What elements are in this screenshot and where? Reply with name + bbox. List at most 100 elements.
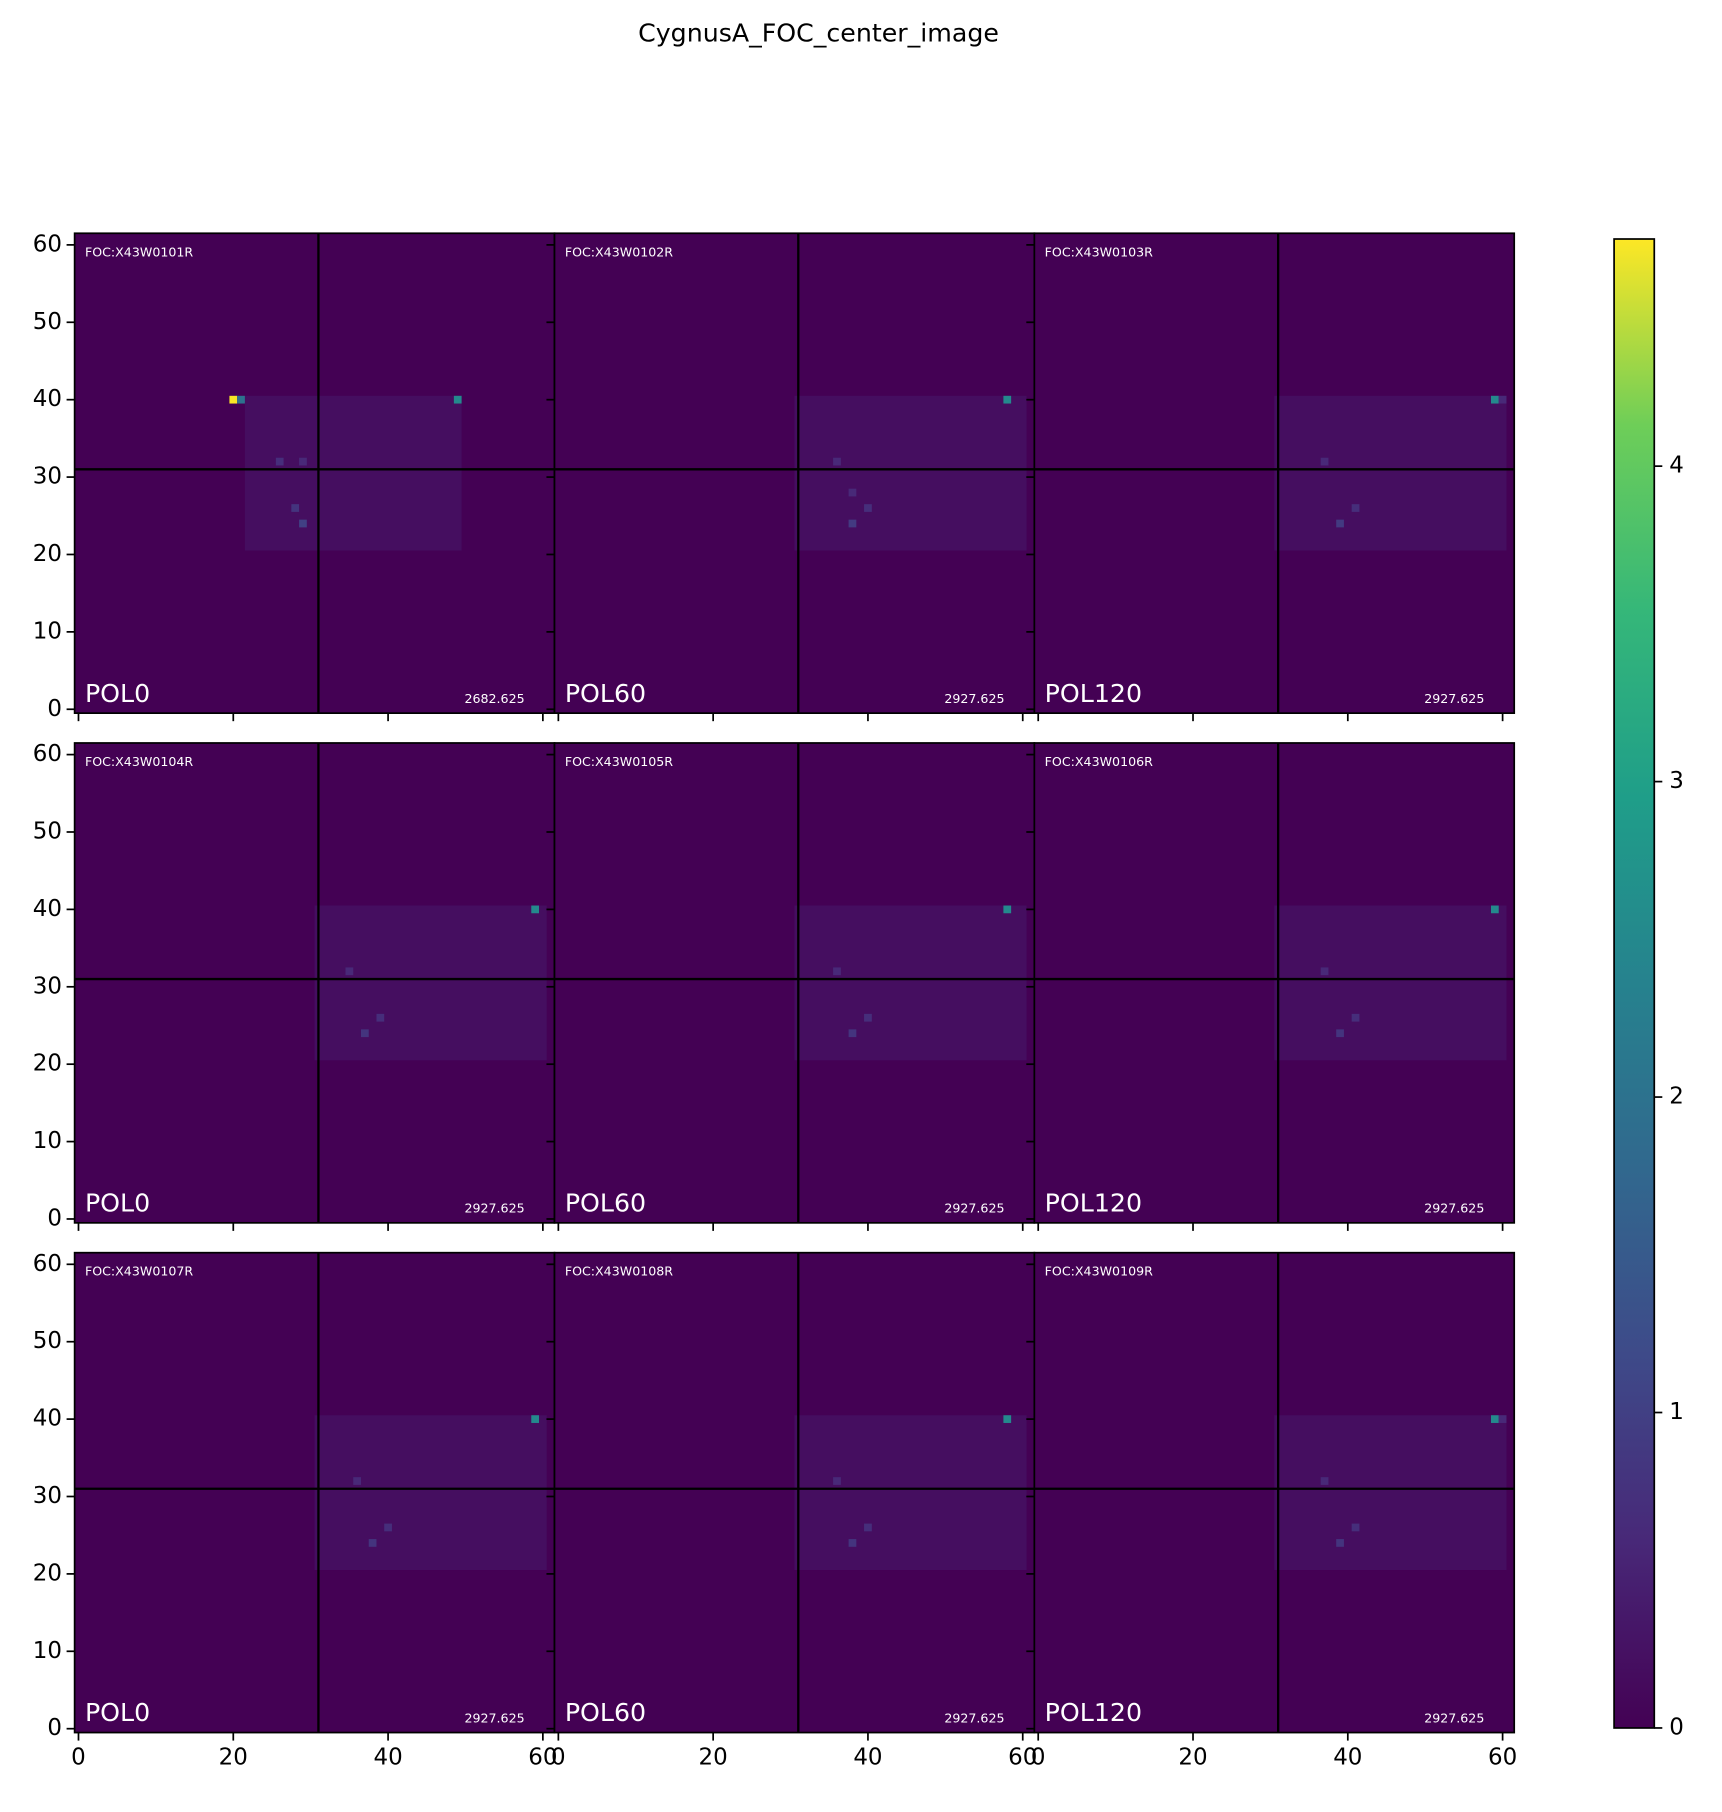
x-tick-label: 60 (1008, 1744, 1037, 1770)
colorbar-tick-label: 4 (1669, 453, 1684, 479)
y-tick-label: 40 (33, 386, 62, 412)
diffuse-region (794, 905, 1027, 1061)
y-tick-label: 50 (33, 309, 62, 335)
x-tick-label: 20 (1178, 1744, 1207, 1770)
exptime-label: 2927.625 (944, 691, 1004, 706)
exposure-name: FOC:X43W0104R (85, 754, 193, 769)
pixel (1351, 504, 1360, 512)
pixel (237, 395, 245, 404)
exposure-name: FOC:X43W0106R (1045, 754, 1153, 769)
pixel (1320, 967, 1329, 976)
exposure-name: FOC:X43W0103R (1045, 244, 1153, 259)
pixel (453, 395, 462, 404)
filter-label: POL120 (1045, 1188, 1142, 1217)
exptime-label: 2927.625 (944, 1201, 1004, 1216)
exposure-name: FOC:X43W0101R (85, 244, 193, 259)
pixel (531, 1415, 540, 1423)
y-tick-label: 10 (33, 1128, 62, 1154)
x-tick-label: 40 (373, 1744, 402, 1770)
y-tick-label: 60 (33, 231, 62, 257)
y-tick-label: 0 (47, 696, 62, 722)
pixel (360, 1029, 369, 1038)
exposure-name: FOC:X43W0105R (565, 754, 673, 769)
pixel (1351, 1523, 1360, 1532)
y-tick-label: 20 (33, 541, 62, 567)
y-tick-label: 0 (47, 1715, 62, 1741)
y-tick-label: 50 (33, 818, 62, 844)
filter-label: POL60 (565, 679, 646, 708)
pixel (531, 905, 540, 914)
filter-label: POL0 (85, 1698, 150, 1727)
panel: FOC:X43W0108R POL60 2927.625 0 20 40 60 (546, 1251, 1037, 1770)
pixel (1320, 1477, 1329, 1485)
panel: FOC:X43W0102R POL60 2927.625 (546, 232, 1036, 722)
exptime-label: 2927.625 (1424, 1710, 1484, 1725)
filter-label: POL0 (85, 679, 150, 708)
pixel (848, 488, 857, 497)
colorbar-tick-label: 0 (1669, 1714, 1684, 1740)
pixel (833, 967, 841, 976)
x-tick-label: 0 (551, 1744, 566, 1770)
panel: FOC:X43W0101R POL0 2682.625 0 10 20 30 40 50 60 (33, 231, 556, 722)
exposure-name: FOC:X43W0108R (565, 1264, 673, 1279)
filter-label: POL0 (85, 1188, 150, 1217)
pixel (848, 519, 857, 528)
diffuse-region (314, 905, 547, 1061)
exptime-label: 2927.625 (1424, 1201, 1484, 1216)
y-tick-label: 30 (33, 464, 62, 490)
chart-title: CygnusA_FOC_center_image (638, 19, 999, 48)
panel: FOC:X43W0103R POL120 2927.625 (1026, 232, 1516, 722)
pixel (1498, 395, 1507, 404)
y-tick-label: 30 (33, 973, 62, 999)
y-tick-label: 40 (33, 896, 62, 922)
y-tick-label: 60 (33, 741, 62, 767)
pixel (1320, 457, 1329, 466)
pixel (1490, 905, 1499, 914)
y-tick-label: 20 (33, 1560, 62, 1586)
diffuse-region (1274, 1415, 1507, 1571)
pixel (833, 1477, 841, 1485)
exposure-name: FOC:X43W0109R (1045, 1264, 1153, 1279)
pixel (848, 1539, 857, 1547)
filter-label: POL60 (565, 1188, 646, 1217)
x-tick-label: 40 (1333, 1744, 1362, 1770)
pixel (229, 395, 238, 404)
pixel (1351, 1013, 1360, 1022)
pixel (291, 504, 300, 512)
diffuse-region (244, 395, 462, 551)
y-tick-label: 20 (33, 1051, 62, 1077)
x-tick-label: 40 (853, 1744, 882, 1770)
pixel (353, 1477, 361, 1485)
panel: FOC:X43W0106R POL120 2927.625 (1026, 742, 1516, 1231)
x-tick-label: 20 (219, 1744, 248, 1770)
pixel (1003, 1415, 1012, 1423)
filter-label: POL120 (1045, 1698, 1142, 1727)
diffuse-region (314, 1415, 547, 1571)
panel-frame (1033, 742, 1516, 1224)
y-tick-label: 40 (33, 1406, 62, 1432)
pixel (299, 519, 307, 528)
pixel (1336, 1029, 1344, 1038)
filter-label: POL60 (565, 1698, 646, 1727)
diffuse-region (1274, 905, 1507, 1061)
pixel (848, 1029, 857, 1038)
colorbar-tick-label: 3 (1669, 768, 1684, 794)
pixel (1336, 519, 1344, 528)
diffuse-region (1274, 395, 1507, 551)
x-tick-label: 20 (699, 1744, 728, 1770)
y-tick-label: 10 (33, 1638, 62, 1664)
exptime-label: 2927.625 (944, 1710, 1004, 1725)
colorbar-tick-label: 1 (1669, 1399, 1684, 1425)
pixel (1336, 1539, 1344, 1547)
pixel (345, 967, 354, 976)
pixel (1003, 905, 1012, 914)
colorbar-tick-label: 2 (1669, 1084, 1684, 1110)
y-tick-label: 50 (33, 1328, 62, 1354)
pixel (376, 1013, 385, 1022)
exptime-label: 2682.625 (464, 691, 524, 706)
panel: FOC:X43W0105R POL60 2927.625 (546, 742, 1036, 1231)
x-tick-label: 0 (1031, 1744, 1046, 1770)
diffuse-region (794, 1415, 1027, 1571)
